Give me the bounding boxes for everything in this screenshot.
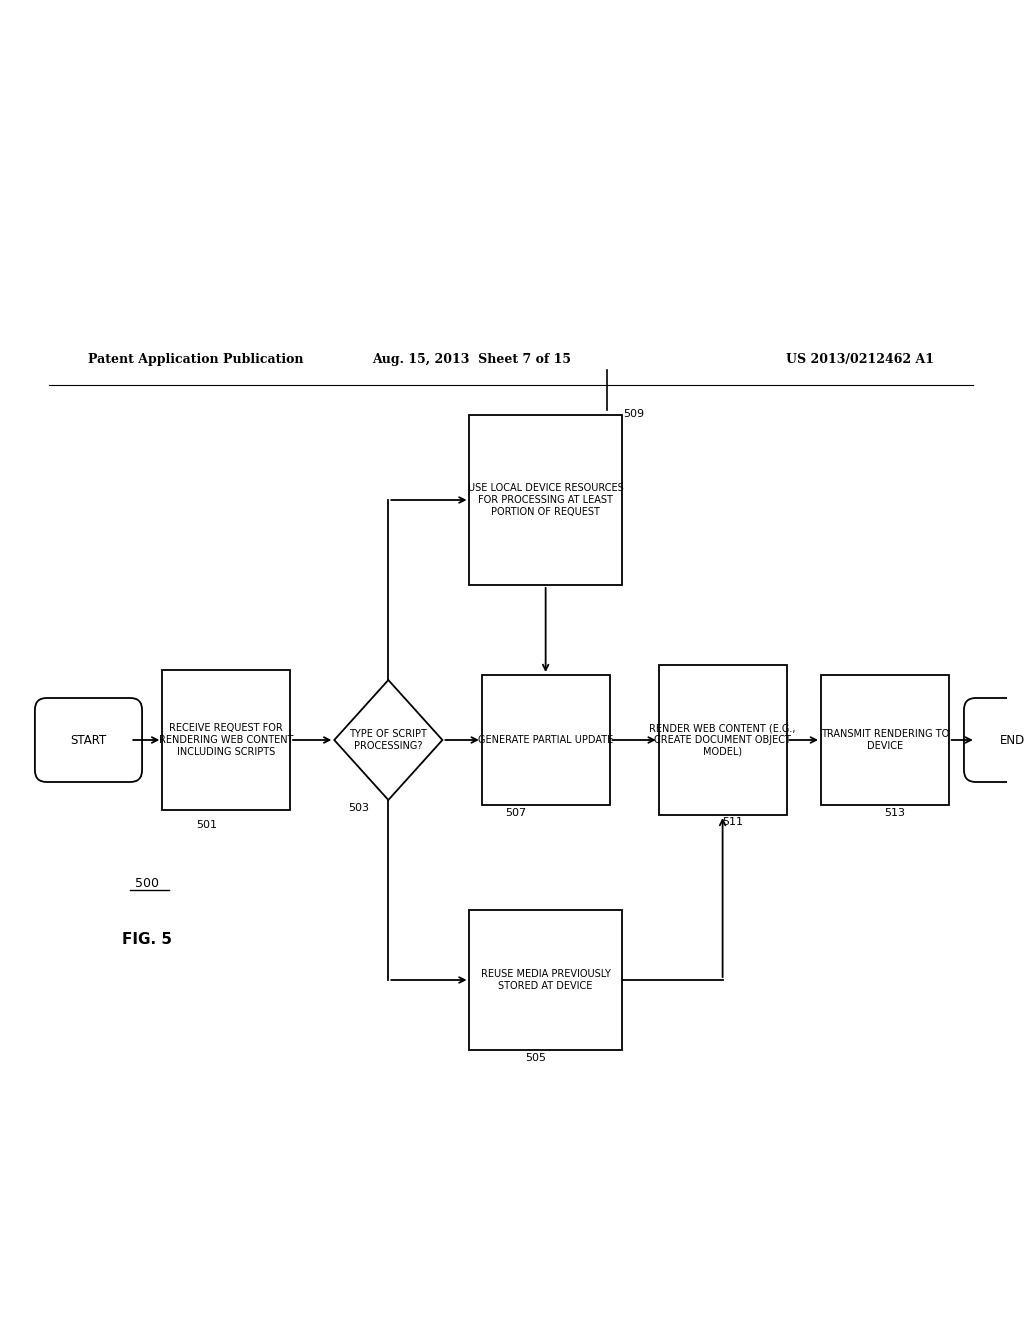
Text: 509: 509 (624, 409, 645, 418)
Text: TYPE OF SCRIPT
PROCESSING?: TYPE OF SCRIPT PROCESSING? (349, 729, 427, 751)
Polygon shape (334, 680, 442, 800)
Text: TRANSMIT RENDERING TO
DEVICE: TRANSMIT RENDERING TO DEVICE (820, 729, 949, 751)
Text: 500: 500 (135, 876, 160, 890)
Text: 503: 503 (348, 803, 370, 813)
FancyBboxPatch shape (162, 671, 290, 810)
FancyBboxPatch shape (481, 675, 609, 805)
Text: USE LOCAL DEVICE RESOURCES
FOR PROCESSING AT LEAST
PORTION OF REQUEST: USE LOCAL DEVICE RESOURCES FOR PROCESSIN… (468, 483, 624, 516)
Text: RENDER WEB CONTENT (E.G.,
CREATE DOCUMENT OBJECT
MODEL): RENDER WEB CONTENT (E.G., CREATE DOCUMEN… (649, 723, 796, 756)
FancyBboxPatch shape (964, 698, 1024, 781)
Text: 507: 507 (506, 808, 526, 818)
Text: 505: 505 (525, 1053, 547, 1063)
FancyBboxPatch shape (821, 675, 948, 805)
FancyBboxPatch shape (35, 698, 142, 781)
FancyBboxPatch shape (469, 414, 622, 585)
Text: START: START (71, 734, 106, 747)
Text: US 2013/0212462 A1: US 2013/0212462 A1 (786, 354, 934, 367)
Text: GENERATE PARTIAL UPDATE: GENERATE PARTIAL UPDATE (478, 735, 613, 744)
FancyBboxPatch shape (658, 665, 786, 814)
Text: REUSE MEDIA PREVIOUSLY
STORED AT DEVICE: REUSE MEDIA PREVIOUSLY STORED AT DEVICE (480, 969, 610, 991)
Text: Aug. 15, 2013  Sheet 7 of 15: Aug. 15, 2013 Sheet 7 of 15 (373, 354, 571, 367)
Text: END: END (1000, 734, 1024, 747)
Text: 513: 513 (884, 808, 905, 818)
Text: 511: 511 (722, 817, 743, 828)
Text: Patent Application Publication: Patent Application Publication (88, 354, 304, 367)
FancyBboxPatch shape (469, 909, 622, 1049)
Text: 501: 501 (196, 820, 217, 830)
Text: FIG. 5: FIG. 5 (123, 932, 172, 948)
Text: RECEIVE REQUEST FOR
RENDERING WEB CONTENT
INCLUDING SCRIPTS: RECEIVE REQUEST FOR RENDERING WEB CONTEN… (159, 723, 293, 756)
